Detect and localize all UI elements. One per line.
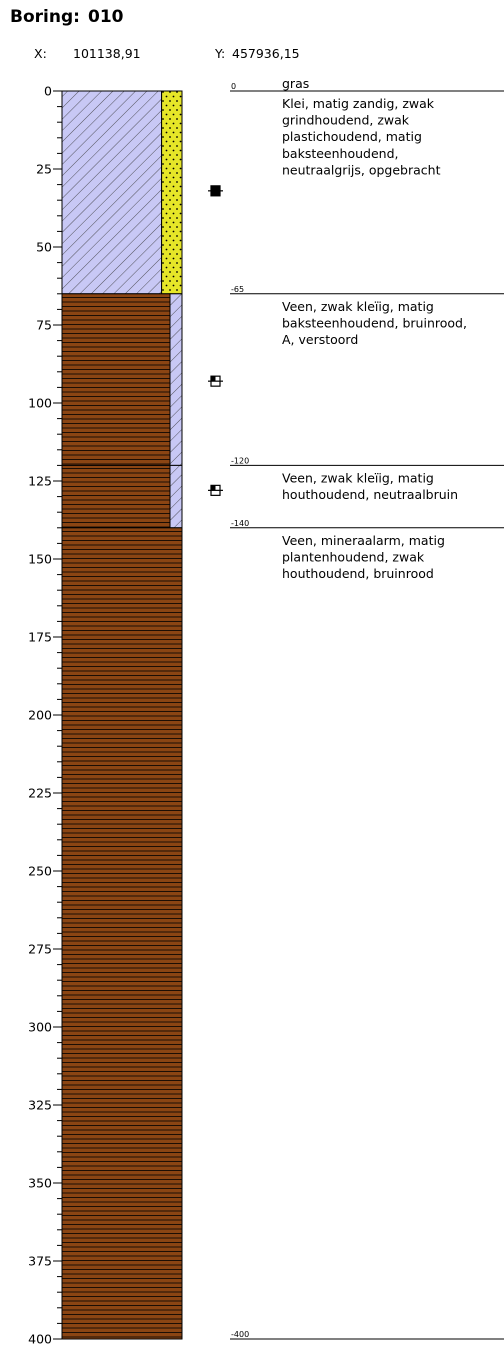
- x-value: 101138,91: [73, 46, 141, 61]
- depth-tick-label: 275: [28, 942, 52, 957]
- layer-main-pattern: [61, 527, 183, 1340]
- depth-tick-label: 200: [28, 708, 52, 723]
- boundary-label: -65: [231, 285, 244, 294]
- depth-tick-label: 0: [44, 84, 52, 99]
- depth-tick-label: 400: [28, 1332, 52, 1347]
- layer-description: baksteenhoudend,: [282, 146, 399, 161]
- depth-tick-label: 350: [28, 1176, 52, 1191]
- layer-description: A, verstoord: [282, 332, 358, 347]
- boundary-label: -140: [231, 519, 249, 528]
- layer-description: Veen, zwak kleïig, matig: [282, 299, 434, 314]
- depth-tick-label: 250: [28, 864, 52, 879]
- surface-label: gras: [282, 76, 309, 91]
- depth-tick-label: 25: [36, 162, 52, 177]
- depth-tick-label: 300: [28, 1020, 52, 1035]
- layer-side-pattern: [169, 293, 183, 466]
- depth-tick-label: 125: [28, 474, 52, 489]
- sample-fill: [211, 376, 216, 382]
- layer-description: baksteenhoudend, bruinrood,: [282, 315, 467, 330]
- layer-description: grindhoudend, zwak: [282, 113, 410, 128]
- layer-side-pattern: [161, 90, 183, 295]
- layer-description: plastichoudend, matig: [282, 129, 422, 144]
- depth-tick-label: 100: [28, 396, 52, 411]
- x-label: X:: [34, 46, 47, 61]
- depth-tick-label: 50: [36, 240, 52, 255]
- depth-tick-label: 225: [28, 786, 52, 801]
- boring-id: 010: [88, 7, 124, 27]
- layer-main-pattern: [61, 464, 171, 529]
- layer-description: plantenhoudend, zwak: [282, 549, 425, 564]
- y-label: Y:: [214, 46, 225, 61]
- layer-main-pattern: [61, 293, 171, 466]
- y-value: 457936,15: [232, 46, 300, 61]
- depth-tick-label: 375: [28, 1254, 52, 1269]
- sample-fill: [211, 485, 216, 491]
- layer-side-pattern: [169, 464, 183, 529]
- title: Boring:: [10, 7, 80, 27]
- depth-tick-label: 175: [28, 630, 52, 645]
- layer-description: houthoudend, bruinrood: [282, 566, 434, 581]
- boundary-label: -400: [231, 1330, 249, 1339]
- layer-description: Klei, matig zandig, zwak: [282, 96, 435, 111]
- boundary-label: 0: [231, 82, 236, 91]
- layer-description: neutraalgrijs, opgebracht: [282, 162, 441, 177]
- depth-tick-label: 150: [28, 552, 52, 567]
- layer-main-pattern: [61, 90, 163, 295]
- layer-description: Veen, zwak kleïig, matig: [282, 470, 434, 485]
- depth-tick-label: 75: [36, 318, 52, 333]
- layer-description: Veen, mineraalarm, matig: [282, 533, 445, 548]
- layer-description: houthoudend, neutraalbruin: [282, 487, 458, 502]
- depth-tick-label: 325: [28, 1098, 52, 1113]
- boundary-label: -120: [231, 456, 249, 465]
